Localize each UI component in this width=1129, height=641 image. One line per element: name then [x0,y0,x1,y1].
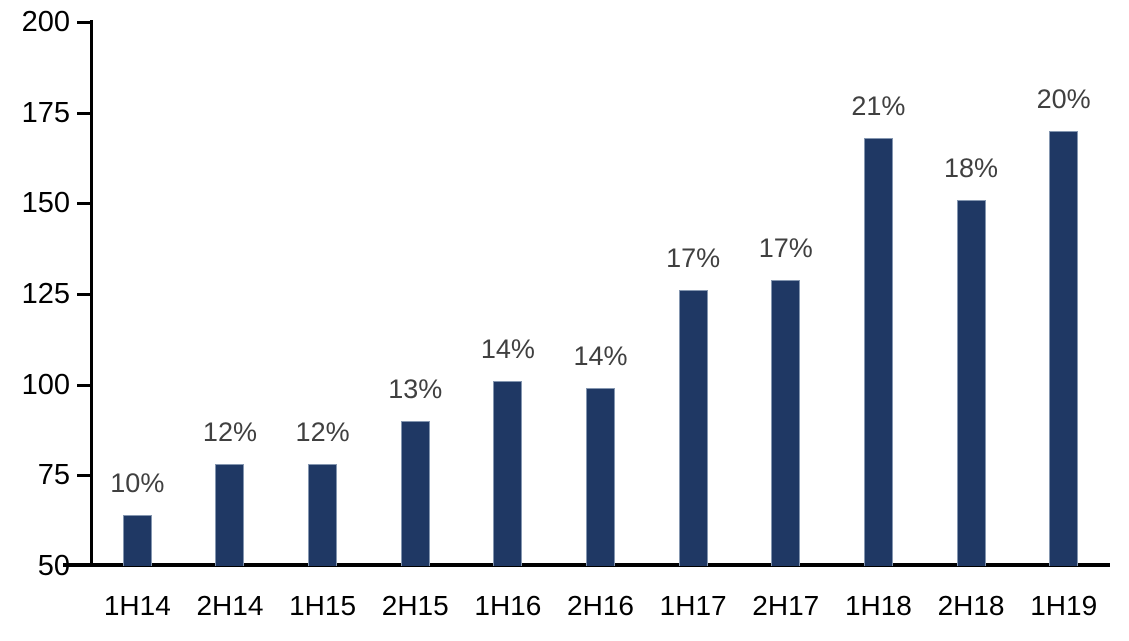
bar-value-label: 12% [295,417,350,448]
bar-value-label: 17% [666,243,721,274]
bar-value-label: 21% [851,91,906,122]
y-axis-tick [77,111,91,115]
y-axis-tick-label: 75 [37,459,70,492]
bar-value-label: 18% [944,152,999,183]
bar-value-label: 14% [573,341,628,372]
bar-2H17 [771,279,801,566]
bar-1H16 [493,381,523,566]
plot-area: 10% 12% 12% 13% 14% 14% 17% 17% 21% 18% 20% [91,22,1110,566]
x-axis-label-2H17: 2H17 [752,590,820,621]
y-axis-tick-label: 125 [21,278,70,310]
x-axis-label-2H15: 2H15 [381,590,449,621]
y-axis-tick [77,202,91,206]
y-axis-tick [77,21,91,24]
bar-value-label: 12% [202,417,257,448]
bar-2H15 [400,420,430,566]
bar-1H18 [863,138,893,566]
y-axis-tick-label: 175 [21,96,70,129]
x-axis-label-1H16: 1H16 [474,590,542,621]
y-axis-line [90,20,93,566]
x-axis-label-2H18: 2H18 [937,590,1005,621]
y-axis-tick-label: 150 [21,187,70,220]
x-axis-label-1H19: 1H19 [1030,590,1098,621]
x-axis-label-1H18: 1H18 [844,590,912,621]
bar-value-label: 20% [1036,83,1091,114]
bar-1H15 [308,464,338,566]
bar-1H17 [678,290,708,566]
bar-2H14 [215,464,245,566]
bar-1H14 [122,515,152,566]
bar-value-label: 17% [758,232,813,263]
bar-value-label: 14% [480,334,535,365]
y-axis-tick-label: 200 [21,6,70,38]
bar-2H18 [956,199,986,566]
bar-2H16 [586,388,615,566]
bar-value-label: 13% [388,373,443,404]
y-axis-tick [77,293,91,296]
y-axis-tick-label: 50 [37,550,70,582]
y-axis-tick [77,474,91,478]
y-axis-tick-label: 100 [21,368,70,401]
x-axis-label-2H16: 2H16 [567,590,634,621]
bar-value-label: 10% [110,468,165,499]
x-axis-label-2H14: 2H14 [196,590,264,621]
bar-1H19 [1049,130,1079,566]
x-axis-label-1H15: 1H15 [289,590,357,621]
x-axis-label-1H14: 1H14 [103,590,171,621]
x-axis-label-1H17: 1H17 [659,590,727,621]
y-axis-tick [77,383,91,387]
